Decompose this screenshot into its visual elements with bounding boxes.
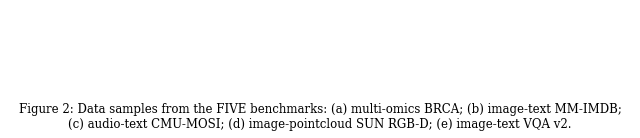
Text: Figure 2: Data samples from the FIVE benchmarks: (a) multi-omics BRCA; (b) image: Figure 2: Data samples from the FIVE ben…: [19, 103, 621, 131]
